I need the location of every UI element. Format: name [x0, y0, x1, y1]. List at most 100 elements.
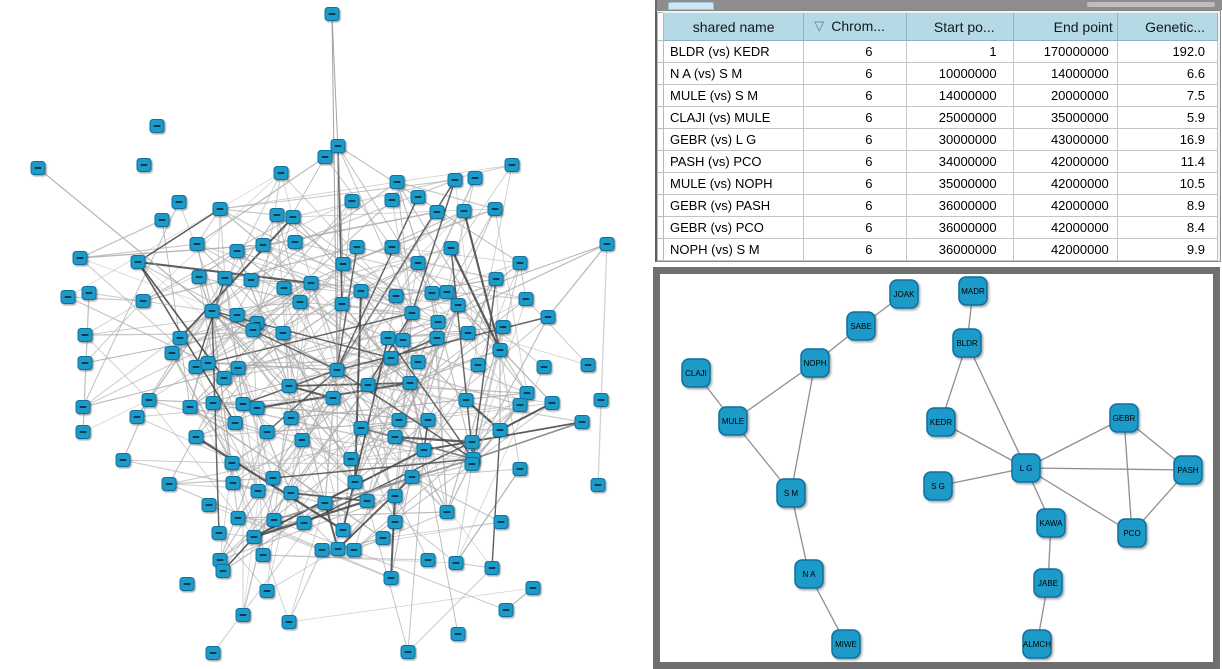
node-shape[interactable]	[952, 328, 982, 358]
overview-edge[interactable]	[411, 243, 608, 314]
overview-edge[interactable]	[294, 179, 456, 243]
cell-start-position[interactable]: 25000000	[906, 106, 1014, 129]
cell-genetic-distance[interactable]: 7.5	[1116, 84, 1219, 107]
overview-edge[interactable]	[280, 172, 397, 297]
node-shape[interactable]	[1109, 403, 1139, 433]
cell-end-point[interactable]: 43000000	[1012, 128, 1118, 151]
table-row[interactable]: GEBR (vs) PASH 6 36000000 42000000 8.9	[657, 194, 1219, 217]
overview-edge[interactable]	[219, 369, 338, 561]
detail-edge-NOPH-SM[interactable]	[790, 362, 816, 494]
overview-edge[interactable]	[236, 312, 413, 316]
cell-shared-name[interactable]: GEBR (vs) PASH	[662, 194, 805, 217]
overview-edge[interactable]	[171, 310, 213, 354]
overview-edge[interactable]	[337, 145, 521, 264]
overview-edge[interactable]	[207, 312, 413, 364]
overview-edge[interactable]	[208, 504, 323, 551]
overview-edge[interactable]	[423, 449, 459, 635]
overview-edge[interactable]	[219, 208, 226, 279]
overview-edge[interactable]	[394, 326, 504, 497]
detail-node-SM[interactable]: S M	[776, 478, 806, 508]
node-shape[interactable]	[776, 478, 806, 508]
cell-end-point[interactable]: 42000000	[1012, 150, 1118, 173]
overview-edge[interactable]	[272, 458, 474, 479]
detail-edge-LG-PASH[interactable]	[1025, 467, 1189, 471]
detail-node-BLDR[interactable]: BLDR	[952, 328, 982, 358]
overview-edge[interactable]	[171, 352, 234, 484]
overview-edge[interactable]	[168, 477, 274, 485]
overview-edge[interactable]	[472, 298, 527, 460]
node-shape[interactable]	[1011, 453, 1041, 483]
cell-genetic-distance[interactable]: 8.9	[1116, 194, 1219, 217]
overview-edge[interactable]	[189, 282, 312, 408]
cell-end-point[interactable]: 42000000	[1012, 194, 1118, 217]
overview-edge[interactable]	[427, 316, 549, 421]
cell-genetic-distance[interactable]: 11.4	[1116, 150, 1219, 173]
overview-edge[interactable]	[471, 402, 553, 465]
detail-node-JOAK[interactable]: JOAK	[889, 279, 919, 309]
overview-edge[interactable]	[79, 219, 163, 259]
overview-edge[interactable]	[88, 292, 144, 302]
detail-edge-GEBR-PCO[interactable]	[1123, 417, 1133, 534]
overview-edge[interactable]	[195, 277, 226, 368]
overview-edge[interactable]	[332, 397, 448, 513]
cell-genetic-distance[interactable]: 10.5	[1116, 172, 1219, 195]
overview-edge[interactable]	[450, 247, 474, 460]
overview-edge[interactable]	[336, 295, 397, 371]
node-shape[interactable]	[800, 348, 830, 378]
column-header-end-point[interactable]: End point	[1012, 11, 1118, 41]
detail-node-PCO[interactable]: PCO	[1117, 518, 1147, 548]
overview-edge[interactable]	[491, 429, 501, 569]
overview-edge[interactable]	[387, 337, 474, 460]
cell-chromosome[interactable]: 6	[803, 62, 908, 85]
cell-genetic-distance[interactable]: 16.9	[1116, 128, 1219, 151]
cell-end-point[interactable]: 170000000	[1012, 40, 1118, 63]
table-row[interactable]: PASH (vs) PCO 6 34000000 42000000 11.4	[657, 150, 1219, 173]
cell-end-point[interactable]: 14000000	[1012, 62, 1118, 85]
cell-start-position[interactable]: 36000000	[906, 238, 1014, 261]
overview-edge[interactable]	[122, 399, 150, 461]
overview-edge[interactable]	[382, 521, 502, 539]
cell-shared-name[interactable]: MULE (vs) S M	[662, 84, 805, 107]
overview-edge[interactable]	[353, 404, 521, 551]
overview-edge[interactable]	[212, 246, 358, 404]
column-header-genetic-distance[interactable]: Genetic...	[1116, 11, 1219, 41]
overview-edge[interactable]	[219, 208, 278, 216]
cell-chromosome[interactable]: 6	[803, 150, 908, 173]
overview-edge[interactable]	[252, 199, 393, 331]
cell-chromosome[interactable]: 6	[803, 172, 908, 195]
overview-edge[interactable]	[82, 367, 239, 408]
overview-edge[interactable]	[324, 502, 339, 550]
overview-edge[interactable]	[207, 362, 338, 371]
cell-start-position[interactable]: 10000000	[906, 62, 1014, 85]
overview-network-canvas[interactable]	[0, 0, 652, 669]
cell-shared-name[interactable]: CLAJI (vs) MULE	[662, 106, 805, 129]
node-shape[interactable]	[1036, 508, 1066, 538]
detail-node-ALMCH[interactable]: ALMCH	[1022, 629, 1052, 659]
overview-edge[interactable]	[411, 179, 456, 314]
overview-edge[interactable]	[273, 519, 507, 611]
cell-genetic-distance[interactable]: 9.9	[1116, 238, 1219, 261]
node-shape[interactable]	[958, 276, 988, 306]
overview-edge[interactable]	[219, 181, 398, 210]
overview-edge[interactable]	[367, 384, 429, 421]
overview-edge[interactable]	[396, 181, 413, 314]
overview-edge[interactable]	[331, 13, 338, 371]
node-shape[interactable]	[1022, 629, 1052, 659]
detail-node-KEDR[interactable]: KEDR	[926, 407, 956, 437]
column-header-shared-name[interactable]: shared name	[662, 11, 805, 41]
overview-edge[interactable]	[449, 247, 502, 351]
overview-edge[interactable]	[360, 427, 474, 460]
node-shape[interactable]	[889, 279, 919, 309]
overview-edge[interactable]	[547, 243, 608, 318]
cell-genetic-distance[interactable]: 192.0	[1116, 40, 1219, 63]
node-shape[interactable]	[718, 406, 748, 436]
overview-edge[interactable]	[148, 399, 214, 404]
overview-edge[interactable]	[446, 208, 496, 293]
overview-edge[interactable]	[337, 521, 502, 550]
cell-end-point[interactable]: 20000000	[1012, 84, 1118, 107]
detail-network-canvas[interactable]: JOAK SABE NOPH CLAJI MULE S M N A MIWE MADR BLDR K…	[660, 274, 1213, 662]
overview-edge[interactable]	[336, 196, 419, 371]
overview-edge[interactable]	[407, 567, 493, 653]
overview-edge[interactable]	[390, 337, 438, 579]
overview-edge[interactable]	[137, 208, 221, 263]
